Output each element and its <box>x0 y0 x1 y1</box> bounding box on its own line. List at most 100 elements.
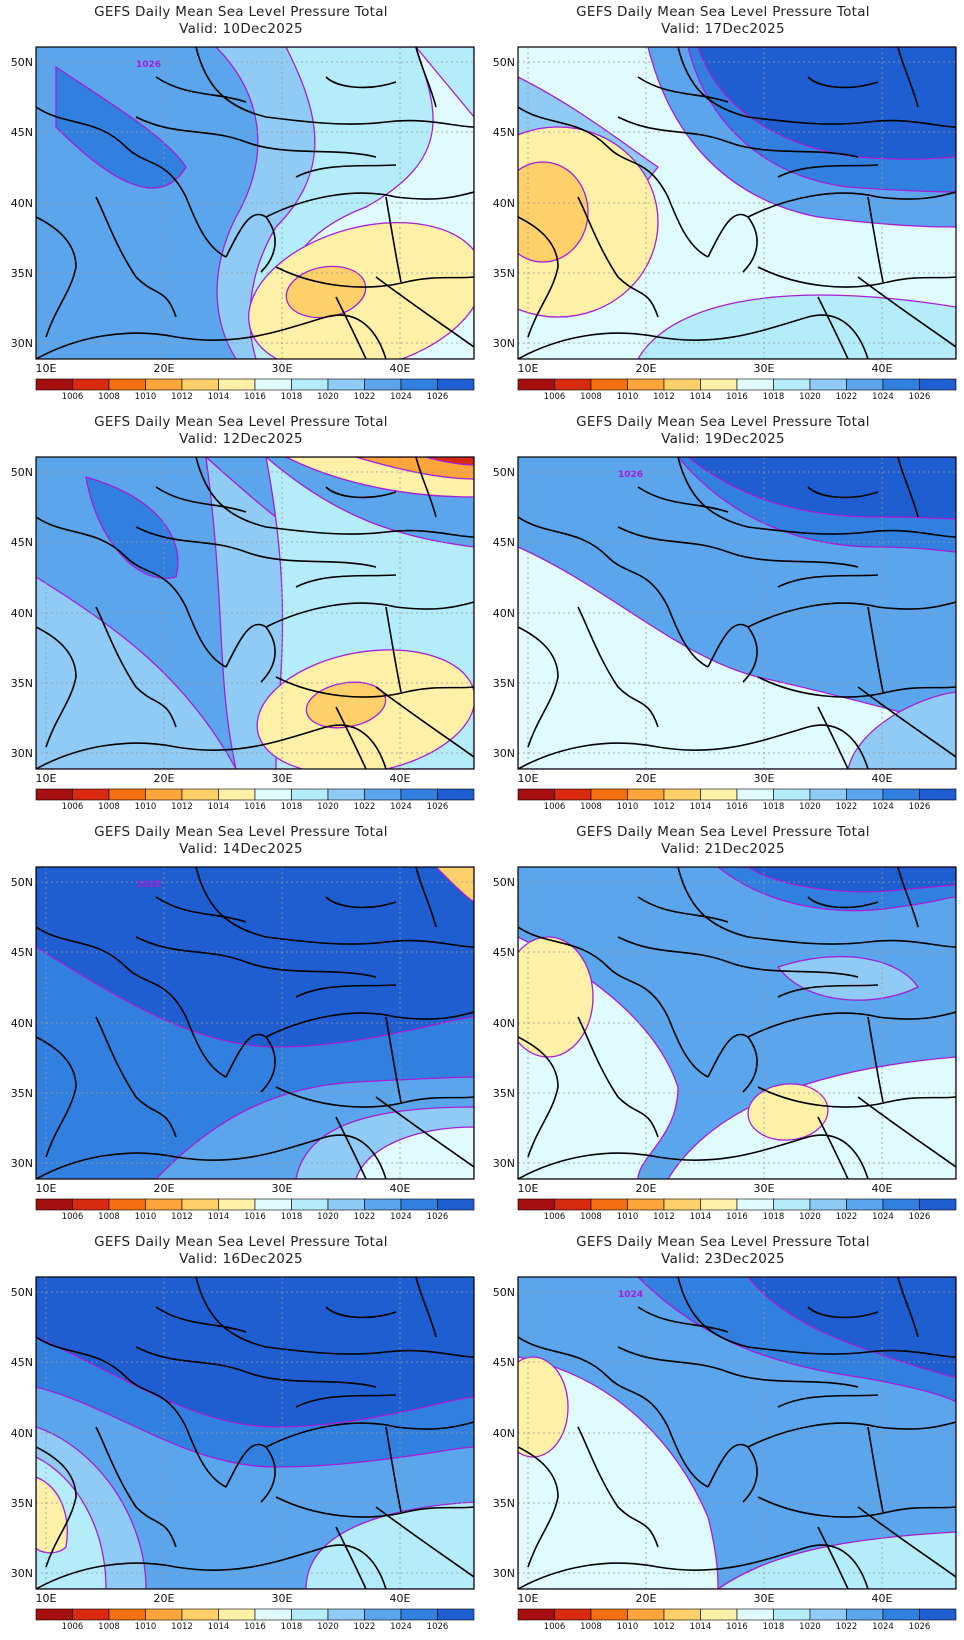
colorbar-swatch <box>919 1198 957 1211</box>
panel-title-text: GEFS Daily Mean Sea Level Pressure Total <box>576 1234 870 1250</box>
latitude-tick-label: 40N <box>11 607 33 620</box>
colorbar-swatch <box>254 1198 292 1211</box>
colorbar-swatch <box>517 1608 555 1621</box>
colorbar-swatch <box>517 788 555 801</box>
colorbar-swatch <box>627 1198 665 1211</box>
colorbar-label: 1024 <box>390 802 412 812</box>
longitude-tick-label: 20E <box>636 1592 657 1605</box>
colorbar-swatch <box>145 1198 183 1211</box>
colorbar-label: 1022 <box>354 1622 376 1632</box>
latitude-tick-label: 40N <box>11 1017 33 1030</box>
colorbar-label: 1010 <box>617 1622 639 1632</box>
colorbar-swatch <box>919 378 957 391</box>
colorbar-label: 1022 <box>836 392 858 402</box>
latitude-tick-label: 50N <box>11 1286 33 1299</box>
colorbar-label: 1018 <box>763 802 785 812</box>
colorbar-swatch <box>327 378 365 391</box>
colorbar-label: 1008 <box>580 1212 602 1222</box>
colorbar: 1006 1008 1010 1012 1014 1016 1018 1020 1022 1024… <box>35 788 475 812</box>
longitude-tick-label: 40E <box>390 1182 411 1195</box>
latitude-tick-label: 50N <box>493 1286 515 1299</box>
forecast-panel: GEFS Daily Mean Sea Level Pressure Total… <box>0 820 482 1230</box>
colorbar-label: 1026 <box>909 1212 931 1222</box>
colorbar-label: 1026 <box>427 802 449 812</box>
colorbar-swatch <box>554 378 592 391</box>
colorbar-swatch <box>254 788 292 801</box>
coastlines <box>518 47 956 359</box>
map-frame <box>35 1276 475 1590</box>
colorbar-label: 1010 <box>617 802 639 812</box>
colorbar-label: 1022 <box>354 802 376 812</box>
colorbar-swatch <box>35 788 73 801</box>
colorbar-label: 1006 <box>62 1212 84 1222</box>
colorbar-swatch <box>663 1608 701 1621</box>
colorbar-label: 1010 <box>135 1622 157 1632</box>
map-frame <box>517 1276 957 1590</box>
latitude-tick-label: 40N <box>493 1017 515 1030</box>
colorbar-label: 1014 <box>208 392 230 402</box>
colorbar-label: 1010 <box>135 1212 157 1222</box>
colorbar-swatch <box>736 788 774 801</box>
longitude-tick-label: 40E <box>872 1592 893 1605</box>
colorbar-label: 1012 <box>171 392 193 402</box>
colorbar-label: 1018 <box>281 1212 303 1222</box>
colorbar-label: 1024 <box>390 392 412 402</box>
colorbar-label: 1024 <box>872 1622 894 1632</box>
map-gridlines <box>518 47 956 359</box>
colorbar-label: 1012 <box>171 1622 193 1632</box>
longitude-tick-label: 40E <box>872 772 893 785</box>
colorbar-swatch <box>882 378 920 391</box>
latitude-tick-label: 30N <box>11 1157 33 1170</box>
longitude-tick-label: 20E <box>154 362 175 375</box>
colorbar: 1006 1008 1010 1012 1014 1016 1018 1020 1022 1024… <box>35 1608 475 1632</box>
panel-title-text: GEFS Daily Mean Sea Level Pressure Total <box>94 824 388 840</box>
colorbar-label: 1008 <box>580 1622 602 1632</box>
colorbar-swatch <box>218 1608 256 1621</box>
valid-date: Valid: 10Dec2025 <box>179 21 303 37</box>
panel-title-text: GEFS Daily Mean Sea Level Pressure Total <box>576 824 870 840</box>
map-gridlines <box>36 47 474 359</box>
colorbar-swatch <box>554 788 592 801</box>
longitude-tick-label: 40E <box>390 1592 411 1605</box>
valid-date: Valid: 21Dec2025 <box>661 841 785 857</box>
valid-date: Valid: 17Dec2025 <box>661 21 785 37</box>
colorbar-label: 1012 <box>171 1212 193 1222</box>
panel-title: GEFS Daily Mean Sea Level Pressure Total… <box>0 414 482 448</box>
colorbar-swatch <box>846 788 884 801</box>
colorbar-swatch <box>364 1198 402 1211</box>
pressure-field <box>36 1277 474 1589</box>
colorbar-label: 1018 <box>281 1622 303 1632</box>
colorbar-label: 1016 <box>726 392 748 402</box>
colorbar-label: 1020 <box>317 1212 339 1222</box>
pressure-field: 1026 <box>36 47 474 359</box>
colorbar-label: 1008 <box>580 802 602 812</box>
map-frame <box>517 46 957 360</box>
colorbar-swatch <box>145 788 183 801</box>
latitude-tick-label: 35N <box>11 1497 33 1510</box>
colorbar-label: 1026 <box>427 392 449 402</box>
colorbar-swatch <box>809 788 847 801</box>
colorbar-label: 1014 <box>690 1622 712 1632</box>
longitude-tick-label: 20E <box>154 1182 175 1195</box>
colorbar-label: 1012 <box>653 1622 675 1632</box>
longitude-tick-label: 30E <box>754 772 775 785</box>
colorbar-swatch <box>35 378 73 391</box>
colorbar-swatch <box>400 1608 438 1621</box>
forecast-panel: GEFS Daily Mean Sea Level Pressure Total… <box>482 410 964 820</box>
colorbar-label: 1008 <box>580 392 602 402</box>
latitude-tick-label: 30N <box>11 337 33 350</box>
colorbar-label: 1012 <box>653 392 675 402</box>
coastlines <box>36 1277 474 1589</box>
valid-date: Valid: 16Dec2025 <box>179 1251 303 1267</box>
colorbar-swatch <box>773 378 811 391</box>
pressure-field <box>36 457 474 769</box>
colorbar-label: 1012 <box>653 802 675 812</box>
longitude-tick-label: 40E <box>390 772 411 785</box>
contour-label: 1028 <box>136 880 161 890</box>
colorbar-label: 1020 <box>799 392 821 402</box>
latitude-tick-label: 45N <box>11 1356 33 1369</box>
latitude-tick-label: 40N <box>493 1427 515 1440</box>
colorbar-label: 1024 <box>872 802 894 812</box>
